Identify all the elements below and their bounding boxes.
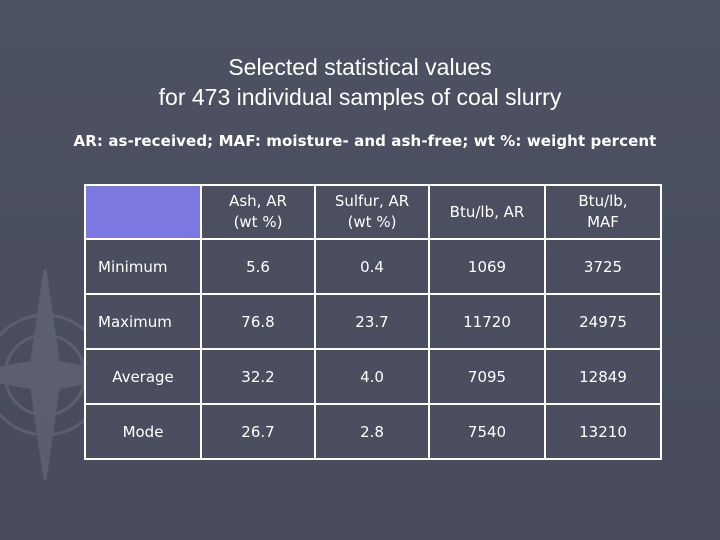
table-cell: 7095 <box>428 348 546 405</box>
table-cell: 24975 <box>544 293 662 350</box>
table-cell: 0.4 <box>314 238 430 295</box>
table-row: Minimum 5.6 0.4 1069 3725 <box>84 238 662 295</box>
table-cell: 2.8 <box>314 403 430 460</box>
table-cell: 26.7 <box>200 403 316 460</box>
table-cell: 1069 <box>428 238 546 295</box>
row-label-minimum: Minimum <box>84 238 202 295</box>
table-cell: 5.6 <box>200 238 316 295</box>
table-cell: 3725 <box>544 238 662 295</box>
statistics-table: Ash, AR (wt %) Sulfur, AR (wt %) Btu/lb, A… <box>84 184 662 460</box>
column-header-sulfur-ar: Sulfur, AR (wt %) <box>314 184 430 240</box>
table-cell: 7540 <box>428 403 546 460</box>
table-cell: 32.2 <box>200 348 316 405</box>
compass-watermark-icon <box>0 269 130 481</box>
table-row: Maximum 76.8 23.7 11720 24975 <box>84 293 662 350</box>
table-cell: 4.0 <box>314 348 430 405</box>
slide-title-line-2: for 473 individual samples of coal slurr… <box>158 84 562 110</box>
table-cell: 76.8 <box>200 293 316 350</box>
table-cell: 11720 <box>428 293 546 350</box>
column-header-btu-ar: Btu/lb, AR <box>428 184 546 240</box>
table-cell: 12849 <box>544 348 662 405</box>
table-row: Mode 26.7 2.8 7540 13210 <box>84 403 662 460</box>
table-cell: 23.7 <box>314 293 430 350</box>
table-header-row: Ash, AR (wt %) Sulfur, AR (wt %) Btu/lb, A… <box>84 184 662 240</box>
row-label-average: Average <box>84 348 202 405</box>
table-corner-cell <box>84 184 202 240</box>
column-header-btu-maf: Btu/lb, MAF <box>544 184 662 240</box>
slide-title-line-1: Selected statistical values <box>228 54 492 80</box>
slide-subtitle: AR: as-received; MAF: moisture- and ash-… <box>73 132 657 150</box>
table-row: Average 32.2 4.0 7095 12849 <box>84 348 662 405</box>
table-cell: 13210 <box>544 403 662 460</box>
row-label-maximum: Maximum <box>84 293 202 350</box>
column-header-ash-ar: Ash, AR (wt %) <box>200 184 316 240</box>
row-label-mode: Mode <box>84 403 202 460</box>
